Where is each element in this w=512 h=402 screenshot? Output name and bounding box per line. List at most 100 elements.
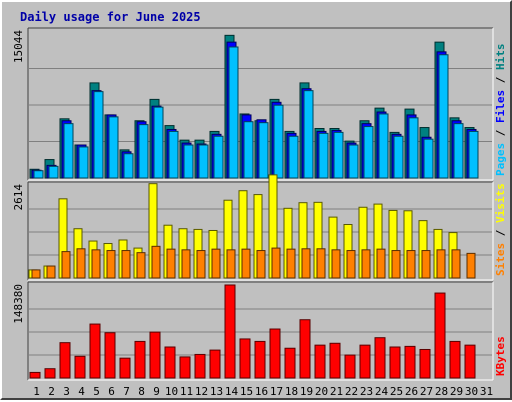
bar-pages-day-24 (378, 113, 389, 179)
bar-pages-day-12 (198, 144, 209, 179)
bar-sites-day-18 (286, 248, 296, 279)
bar-kbytes-day-13 (209, 349, 221, 379)
x-tick-label-day-22: 22 (345, 385, 358, 398)
bar-kbytes-day-25 (389, 346, 401, 379)
legend-segment: / (494, 70, 507, 90)
bar-kbytes-day-29 (449, 340, 461, 379)
bar-pages-day-27 (423, 138, 434, 179)
x-tick-label-day-21: 21 (330, 385, 343, 398)
legend-segment: / (494, 123, 507, 143)
bar-pages-day-19 (303, 90, 314, 179)
bar-kbytes-day-14 (224, 284, 236, 379)
bar-pages-day-18 (288, 135, 299, 179)
bar-kbytes-day-4 (74, 355, 86, 379)
x-tick-label-day-8: 8 (138, 385, 145, 398)
x-tick-label-day-7: 7 (123, 385, 130, 398)
x-tick-label-day-5: 5 (93, 385, 100, 398)
legend-segment: Hits (494, 44, 507, 71)
bar-kbytes-day-6 (104, 332, 116, 379)
bar-sites-day-6 (106, 250, 116, 279)
x-tick-label-day-19: 19 (300, 385, 313, 398)
bar-pages-day-5 (93, 91, 104, 179)
bar-kbytes-day-9 (149, 331, 161, 379)
legend-segment: Visits (494, 183, 507, 223)
bar-sites-day-29 (451, 249, 461, 279)
bar-kbytes-day-11 (179, 356, 191, 379)
x-tick-label-day-29: 29 (450, 385, 463, 398)
bar-pages-day-8 (138, 124, 149, 179)
bar-sites-day-9 (151, 245, 161, 279)
legend-segment: Files (494, 90, 507, 123)
bar-pages-day-25 (393, 135, 404, 179)
x-tick-label-day-9: 9 (153, 385, 160, 398)
bar-kbytes-day-12 (194, 353, 206, 379)
bar-sites-day-17 (271, 247, 281, 279)
x-tick-label-day-23: 23 (360, 385, 373, 398)
bar-kbytes-day-30 (464, 344, 476, 379)
x-tick-label-day-26: 26 (405, 385, 418, 398)
x-tick-label-day-14: 14 (225, 385, 239, 398)
bar-sites-day-2 (46, 265, 56, 279)
chart-title: Daily usage for June 2025 (20, 10, 201, 24)
x-tick-label-day-28: 28 (435, 385, 448, 398)
bar-kbytes-day-27 (419, 348, 431, 379)
bar-sites-day-10 (166, 248, 176, 279)
bar-kbytes-day-26 (404, 345, 416, 379)
bar-pages-day-26 (408, 117, 419, 179)
x-tick-label-day-16: 16 (255, 385, 268, 398)
legend-segment: Pages (494, 143, 507, 176)
x-tick-label-day-15: 15 (240, 385, 253, 398)
bar-pages-day-4 (78, 146, 89, 179)
x-tick-label-day-25: 25 (390, 385, 403, 398)
bar-pages-day-9 (153, 106, 164, 179)
bar-sites-day-20 (316, 248, 326, 279)
series-legend-label: Pages / Files / Hits (494, 44, 507, 177)
bar-sites-day-27 (421, 250, 431, 279)
bar-kbytes-day-1 (29, 371, 41, 379)
bar-pages-day-21 (333, 131, 344, 179)
x-tick-label-day-4: 4 (78, 385, 85, 398)
bar-pages-day-23 (363, 126, 374, 179)
bar-pages-day-15 (243, 121, 254, 179)
bar-kbytes-day-3 (59, 342, 71, 379)
x-tick-label-day-17: 17 (270, 385, 283, 398)
y-axis-max-label: 2614 (12, 184, 25, 211)
legend-segment: KBytes (494, 336, 507, 376)
bar-kbytes-day-17 (269, 328, 281, 379)
bar-sites-day-22 (346, 250, 356, 279)
x-tick-label-day-27: 27 (420, 385, 433, 398)
x-tick-label-day-1: 1 (33, 385, 40, 398)
x-tick-label-day-20: 20 (315, 385, 328, 398)
x-tick-label-day-11: 11 (180, 385, 193, 398)
series-legend-label: KBytes (494, 336, 507, 376)
bar-sites-day-13 (211, 248, 221, 279)
bar-pages-day-10 (168, 130, 179, 179)
x-tick-label-day-30: 30 (465, 385, 478, 398)
bar-sites-day-19 (301, 248, 311, 279)
x-tick-label-day-12: 12 (195, 385, 208, 398)
bar-kbytes-day-18 (284, 347, 296, 379)
bar-sites-day-25 (391, 250, 401, 279)
bar-kbytes-day-5 (89, 323, 101, 379)
bar-sites-day-23 (361, 249, 371, 279)
bar-sites-day-4 (76, 248, 86, 279)
bar-sites-day-28 (436, 249, 446, 279)
bar-kbytes-day-19 (299, 319, 311, 379)
x-tick-label-day-13: 13 (210, 385, 223, 398)
panel-bottom: 148380 KBytes (12, 281, 507, 381)
bar-pages-day-3 (63, 123, 74, 179)
bar-pages-day-16 (258, 122, 269, 179)
x-tick-label-day-18: 18 (285, 385, 298, 398)
x-tick-label-day-3: 3 (63, 385, 70, 398)
bar-sites-day-7 (121, 250, 131, 279)
x-tick-label-day-10: 10 (165, 385, 178, 398)
x-tick-label-day-24: 24 (375, 385, 389, 398)
bar-sites-day-30 (466, 252, 476, 279)
legend-segment: / (494, 223, 507, 243)
bar-pages-day-28 (438, 54, 449, 179)
bar-pages-day-11 (183, 144, 194, 179)
bar-sites-day-26 (406, 250, 416, 279)
bar-pages-day-7 (123, 153, 134, 179)
